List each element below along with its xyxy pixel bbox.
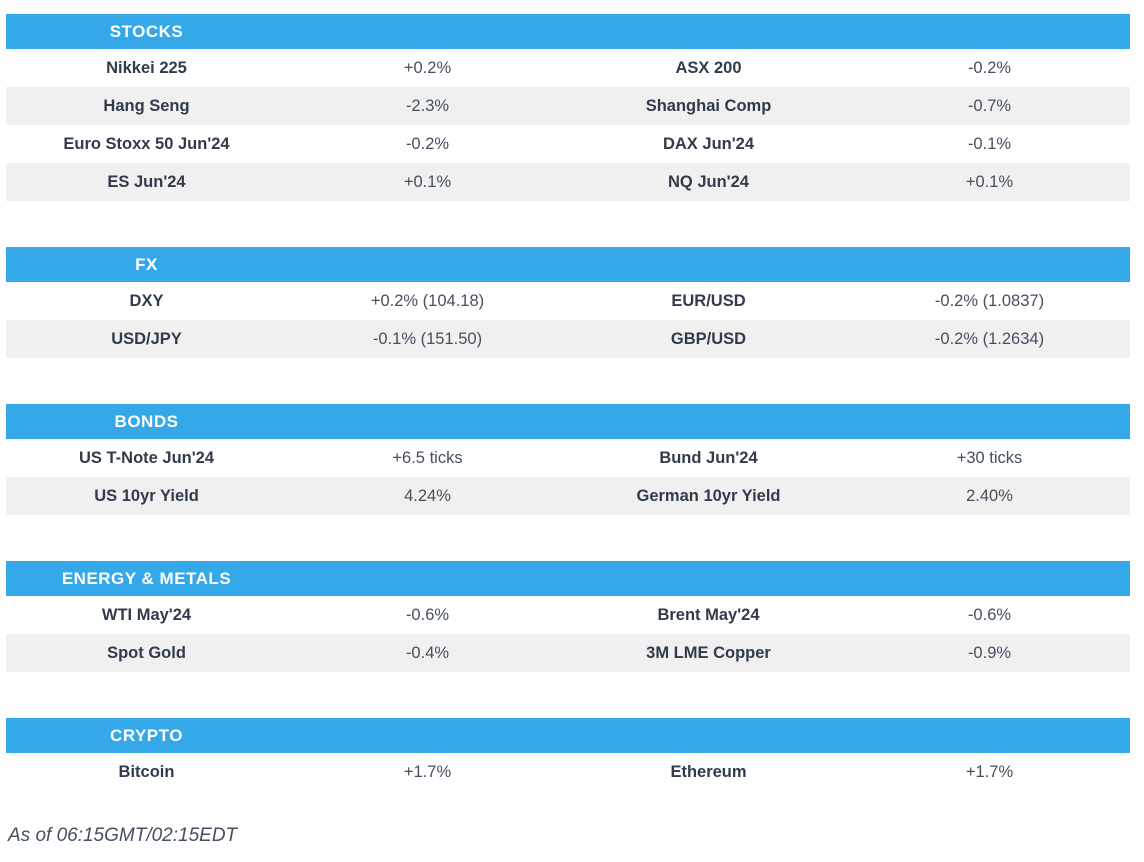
- instrument-value: -0.4%: [405, 643, 450, 662]
- instrument-value: -2.3%: [405, 96, 450, 115]
- instrument-value: +0.2%: [403, 58, 452, 77]
- instrument-value: +0.2% (104.18): [370, 291, 485, 310]
- table-row: US T-Note Jun'24 +6.5 ticks Bund Jun'24 …: [6, 439, 1130, 477]
- instrument-value: -0.2%: [405, 134, 450, 153]
- instrument-label: DAX Jun'24: [662, 134, 755, 153]
- section-title: BONDS: [114, 411, 179, 431]
- instrument-value: -0.2% (1.2634): [934, 329, 1045, 348]
- table-row: Hang Seng -2.3% Shanghai Comp -0.7%: [6, 87, 1130, 125]
- instrument-label: USD/JPY: [111, 329, 182, 348]
- instrument-label: EUR/USD: [671, 291, 746, 310]
- section-title: STOCKS: [109, 21, 184, 41]
- instrument-label: Brent May'24: [657, 605, 760, 624]
- instrument-label: Ethereum: [670, 762, 747, 781]
- instrument-label: US 10yr Yield: [94, 486, 199, 505]
- section-header-energy-metals: ENERGY & METALS: [6, 561, 1130, 596]
- section-title: FX: [135, 254, 158, 274]
- instrument-value: -0.6%: [967, 605, 1012, 624]
- instrument-label: German 10yr Yield: [636, 486, 781, 505]
- instrument-label: ASX 200: [675, 58, 742, 77]
- instrument-value: -0.1%: [967, 134, 1012, 153]
- table-row: Bitcoin +1.7% Ethereum +1.7%: [6, 753, 1130, 791]
- table-row: DXY +0.2% (104.18) EUR/USD -0.2% (1.0837…: [6, 282, 1130, 320]
- instrument-label: Bitcoin: [118, 762, 175, 781]
- market-wrap-page: STOCKS Nikkei 225 +0.2% ASX 200 -0.2% Ha…: [6, 14, 1130, 846]
- section-bonds: BONDS US T-Note Jun'24 +6.5 ticks Bund J…: [6, 404, 1130, 515]
- instrument-value: +30 ticks: [956, 448, 1023, 467]
- instrument-value: +0.1%: [403, 172, 452, 191]
- instrument-label: GBP/USD: [670, 329, 747, 348]
- instrument-value: -0.1% (151.50): [372, 329, 483, 348]
- instrument-label: 3M LME Copper: [646, 643, 771, 662]
- instrument-label: ES Jun'24: [107, 172, 186, 191]
- instrument-label: NQ Jun'24: [668, 172, 749, 191]
- instrument-label: WTI May'24: [101, 605, 192, 624]
- instrument-value: -0.2% (1.0837): [934, 291, 1045, 310]
- instrument-label: Bund Jun'24: [659, 448, 758, 467]
- instrument-value: +6.5 ticks: [392, 448, 463, 467]
- section-stocks: STOCKS Nikkei 225 +0.2% ASX 200 -0.2% Ha…: [6, 14, 1130, 201]
- section-energy-metals: ENERGY & METALS WTI May'24 -0.6% Brent M…: [6, 561, 1130, 672]
- table-row: Spot Gold -0.4% 3M LME Copper -0.9%: [6, 634, 1130, 672]
- table-row: Nikkei 225 +0.2% ASX 200 -0.2%: [6, 49, 1130, 87]
- instrument-label: US T-Note Jun'24: [78, 448, 215, 467]
- instrument-value: +1.7%: [403, 762, 452, 781]
- instrument-value: 2.40%: [966, 486, 1013, 505]
- table-row: US 10yr Yield 4.24% German 10yr Yield 2.…: [6, 477, 1130, 515]
- section-header-bonds: BONDS: [6, 404, 1130, 439]
- instrument-label: Nikkei 225: [106, 58, 187, 77]
- instrument-label: DXY: [129, 291, 164, 310]
- as-of-timestamp: As of 06:15GMT/02:15EDT: [8, 825, 238, 846]
- instrument-value: +0.1%: [965, 172, 1014, 191]
- section-header-crypto: CRYPTO: [6, 718, 1130, 753]
- instrument-label: Euro Stoxx 50 Jun'24: [63, 134, 230, 153]
- section-header-fx: FX: [6, 247, 1130, 282]
- instrument-value: -0.7%: [967, 96, 1012, 115]
- table-row: WTI May'24 -0.6% Brent May'24 -0.6%: [6, 596, 1130, 634]
- table-row: USD/JPY -0.1% (151.50) GBP/USD -0.2% (1.…: [6, 320, 1130, 358]
- section-crypto: CRYPTO Bitcoin +1.7% Ethereum +1.7%: [6, 718, 1130, 791]
- instrument-value: 4.24%: [404, 486, 451, 505]
- instrument-value: -0.9%: [967, 643, 1012, 662]
- instrument-value: -0.6%: [405, 605, 450, 624]
- section-title: CRYPTO: [110, 725, 183, 745]
- section-title: ENERGY & METALS: [61, 568, 232, 588]
- instrument-label: Shanghai Comp: [645, 96, 772, 115]
- table-row: Euro Stoxx 50 Jun'24 -0.2% DAX Jun'24 -0…: [6, 125, 1130, 163]
- section-fx: FX DXY +0.2% (104.18) EUR/USD -0.2% (1.0…: [6, 247, 1130, 358]
- instrument-value: -0.2%: [967, 58, 1012, 77]
- table-row: ES Jun'24 +0.1% NQ Jun'24 +0.1%: [6, 163, 1130, 201]
- section-header-stocks: STOCKS: [6, 14, 1130, 49]
- instrument-value: +1.7%: [965, 762, 1014, 781]
- instrument-label: Spot Gold: [107, 643, 186, 662]
- instrument-label: Hang Seng: [103, 96, 190, 115]
